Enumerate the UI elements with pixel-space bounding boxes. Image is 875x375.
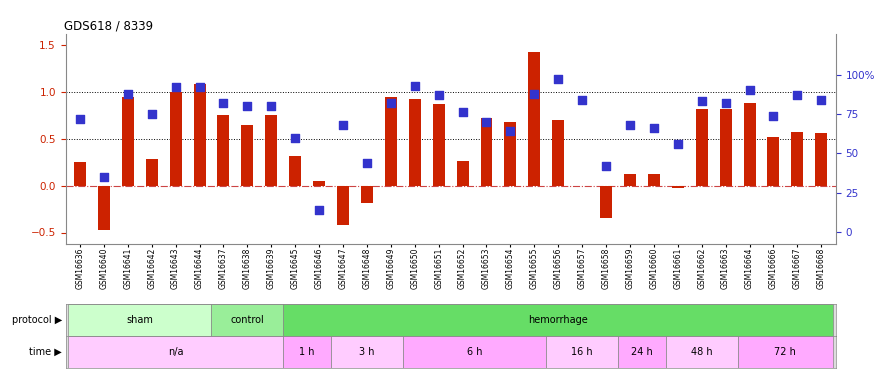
Point [456, 110, 470, 116]
Point [790, 92, 804, 98]
Bar [738, 336, 833, 368]
Text: 6 h: 6 h [466, 346, 482, 357]
Point [480, 119, 494, 125]
Point [599, 163, 613, 169]
Point [169, 84, 183, 90]
Bar [331, 336, 402, 368]
Point [264, 103, 278, 109]
Bar [409, 99, 421, 186]
Bar [284, 304, 833, 336]
Bar [218, 116, 229, 186]
Point [73, 116, 87, 122]
Point [431, 92, 445, 98]
Bar [666, 336, 738, 368]
Bar [193, 84, 206, 186]
Bar [552, 120, 564, 186]
Point [671, 141, 685, 147]
Point [384, 100, 398, 106]
Text: 3 h: 3 h [359, 346, 374, 357]
Bar [242, 125, 254, 186]
Text: 24 h: 24 h [631, 346, 653, 357]
Bar [433, 104, 444, 186]
Point [97, 174, 111, 180]
Text: GDS618 / 8339: GDS618 / 8339 [64, 20, 153, 33]
Point [192, 84, 206, 90]
Bar [618, 336, 666, 368]
Text: sham: sham [126, 315, 153, 325]
Point [575, 97, 589, 103]
Text: n/a: n/a [168, 346, 184, 357]
Point [743, 87, 757, 93]
Bar [146, 159, 158, 186]
Point [551, 76, 565, 82]
Text: control: control [230, 315, 264, 325]
Point [144, 111, 158, 117]
Bar [672, 186, 683, 188]
Bar [74, 162, 86, 186]
Bar [528, 52, 540, 186]
Text: 16 h: 16 h [571, 346, 593, 357]
Bar [744, 103, 755, 186]
Bar [284, 336, 331, 368]
Bar [719, 109, 732, 186]
Bar [480, 118, 493, 186]
Text: hemorrhage: hemorrhage [528, 315, 588, 325]
Bar [767, 137, 780, 186]
Text: 72 h: 72 h [774, 346, 796, 357]
Point [695, 99, 709, 105]
Bar [170, 92, 182, 186]
Bar [624, 174, 636, 186]
Point [121, 91, 135, 97]
Bar [98, 186, 110, 230]
Point [216, 100, 230, 106]
Bar [402, 336, 546, 368]
Bar [816, 133, 827, 186]
Point [241, 103, 255, 109]
Bar [68, 304, 212, 336]
Point [815, 97, 829, 103]
Point [647, 125, 661, 131]
Point [360, 160, 374, 166]
Point [312, 207, 326, 213]
Text: 48 h: 48 h [691, 346, 712, 357]
Bar [791, 132, 803, 186]
Bar [696, 109, 708, 186]
Text: 1 h: 1 h [299, 346, 315, 357]
Bar [648, 174, 660, 186]
Bar [265, 116, 277, 186]
Bar [361, 186, 373, 202]
Bar [290, 156, 301, 186]
Bar [457, 161, 468, 186]
Point [623, 122, 637, 128]
Bar [212, 304, 284, 336]
Point [528, 91, 542, 97]
Text: time ▶: time ▶ [29, 346, 62, 357]
Bar [337, 186, 349, 225]
Point [336, 122, 350, 128]
Bar [122, 97, 134, 186]
Bar [546, 336, 618, 368]
Bar [600, 186, 612, 218]
Bar [313, 181, 326, 186]
Point [408, 83, 422, 89]
Bar [68, 336, 284, 368]
Text: protocol ▶: protocol ▶ [11, 315, 62, 325]
Bar [504, 122, 516, 186]
Point [503, 128, 517, 134]
Point [718, 100, 732, 106]
Bar [385, 97, 397, 186]
Point [766, 112, 780, 118]
Point [288, 135, 302, 141]
